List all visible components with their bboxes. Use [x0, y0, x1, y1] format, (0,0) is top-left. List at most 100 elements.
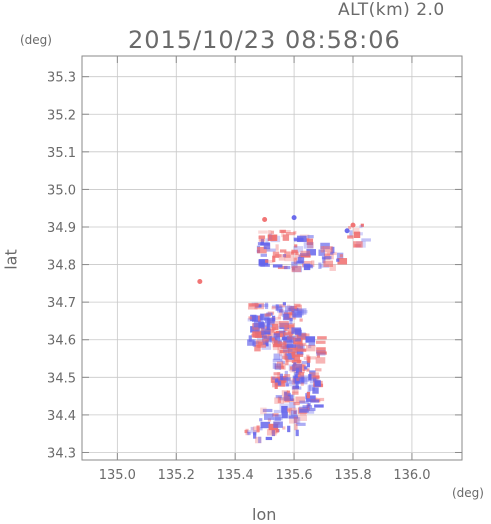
data-cell — [294, 238, 304, 242]
data-cell — [260, 313, 270, 320]
data-cell — [317, 336, 327, 340]
data-cell — [291, 265, 302, 273]
data-cell — [290, 251, 298, 255]
data-cell — [287, 425, 291, 433]
data-cell — [267, 318, 271, 325]
data-cell — [254, 341, 261, 345]
data-cell — [249, 303, 259, 307]
data-cell — [303, 263, 311, 271]
data-cell — [307, 241, 314, 249]
data-cell — [306, 395, 316, 402]
data-cell — [290, 352, 295, 356]
data-cell — [303, 242, 314, 249]
data-cell — [322, 257, 326, 264]
data-cell — [314, 380, 321, 387]
data-cell — [305, 344, 316, 352]
data-cell — [300, 250, 311, 258]
data-cell — [288, 307, 299, 311]
data-point — [262, 216, 268, 222]
data-cell — [248, 335, 252, 342]
data-cell — [258, 235, 265, 239]
data-cell — [284, 251, 291, 258]
data-cell — [289, 317, 293, 325]
data-cell — [291, 359, 302, 363]
data-cell — [291, 309, 295, 313]
data-cell — [275, 244, 279, 251]
data-cell — [292, 386, 299, 393]
data-cell — [272, 362, 276, 369]
data-cell — [283, 332, 294, 336]
data-cell — [312, 387, 319, 394]
data-cell — [306, 360, 311, 368]
data-cell — [347, 235, 354, 239]
data-cell — [254, 436, 262, 444]
data-cell — [289, 318, 293, 322]
data-cell — [285, 232, 296, 236]
data-cell — [349, 230, 353, 237]
data-cell — [291, 251, 295, 255]
data-cell — [250, 326, 260, 333]
data-cell — [271, 337, 275, 341]
data-cell — [272, 264, 283, 268]
data-cell — [289, 366, 294, 370]
data-cell — [264, 413, 274, 420]
data-cell — [288, 408, 293, 415]
data-cell — [295, 344, 305, 351]
data-cell — [286, 313, 297, 320]
data-cell — [323, 246, 333, 253]
data-cell — [296, 260, 303, 264]
data-cell — [284, 305, 295, 313]
data-cell — [279, 249, 287, 253]
data-cell — [315, 352, 326, 356]
data-cell — [258, 259, 269, 266]
y-axis-unit: (deg) — [20, 33, 52, 47]
data-cell — [281, 230, 285, 238]
data-cell — [288, 305, 292, 309]
data-cell — [276, 361, 284, 368]
data-cell — [255, 339, 263, 347]
data-cell — [273, 321, 281, 325]
data-cell — [286, 344, 297, 348]
data-cell — [293, 354, 301, 362]
data-cell — [315, 340, 326, 344]
data-cell — [279, 349, 290, 354]
data-cell — [287, 336, 297, 341]
data-cell — [254, 344, 261, 352]
x-tick-label: 135.6 — [275, 468, 312, 483]
data-cell — [277, 315, 281, 319]
data-cell — [246, 430, 257, 434]
data-cell — [359, 232, 363, 236]
data-cell — [307, 235, 314, 239]
data-cell — [316, 347, 326, 354]
data-cell — [253, 432, 257, 436]
data-cell — [316, 354, 320, 358]
data-cell — [275, 429, 280, 433]
data-cell — [287, 409, 291, 413]
data-cell — [294, 253, 302, 261]
data-cell — [277, 396, 281, 403]
data-cell — [258, 235, 266, 242]
data-cell — [283, 328, 287, 335]
data-cell — [287, 379, 298, 387]
data-cell — [283, 396, 290, 403]
y-tick-label: 34.4 — [47, 409, 76, 424]
data-cell — [261, 328, 271, 335]
data-cell — [279, 309, 283, 313]
data-cell — [260, 314, 264, 321]
data-cell — [266, 248, 276, 252]
data-cell — [283, 265, 291, 270]
data-cell — [361, 238, 371, 242]
data-cell — [279, 354, 283, 361]
data-cell — [315, 368, 322, 372]
data-cell — [272, 346, 280, 351]
data-cell — [293, 246, 304, 253]
data-cell — [294, 244, 298, 248]
y-tick-label: 34.6 — [47, 334, 76, 349]
data-cell — [309, 399, 320, 403]
grid-layer — [82, 56, 462, 460]
data-cell — [280, 379, 284, 384]
data-cell — [274, 379, 282, 386]
x-tick-label: 135.4 — [217, 468, 254, 483]
data-cell — [244, 429, 248, 434]
data-cell — [293, 257, 297, 264]
